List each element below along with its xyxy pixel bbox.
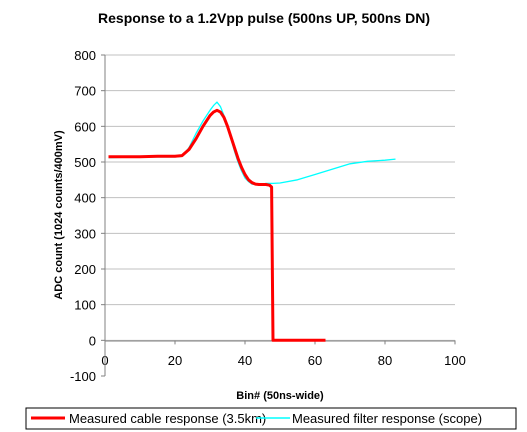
y-tick-label: 400	[74, 191, 96, 206]
x-tick-label: 60	[308, 353, 322, 368]
x-axis-title: Bin# (50ns-wide)	[236, 390, 324, 402]
y-tick-label: 100	[74, 298, 96, 313]
legend-label-cable: Measured cable response (3.5km)	[69, 411, 266, 426]
legend: Measured cable response (3.5km) Measured…	[25, 407, 517, 430]
x-tick-label: 40	[238, 353, 252, 368]
y-tick-label: 700	[74, 84, 96, 99]
y-tick-label: -100	[70, 369, 96, 384]
y-axis-ticks: -100 0 100 200 300 400 500 600 700 800	[70, 48, 105, 384]
chart-title: Response to a 1.2Vpp pulse (500ns UP, 50…	[98, 10, 430, 26]
y-axis-title: ADC count (1024 counts/400mV)	[53, 130, 65, 300]
x-tick-label: 20	[168, 353, 182, 368]
series-line-filter-response	[108, 101, 396, 186]
y-tick-label: 600	[74, 119, 96, 134]
x-tick-label: 100	[444, 353, 466, 368]
y-tick-label: 300	[74, 226, 96, 241]
series-line-cable-response	[108, 108, 326, 342]
y-tick-label: 500	[74, 155, 96, 170]
y-tick-label: 200	[74, 262, 96, 277]
y-tick-label: 800	[74, 48, 96, 63]
x-tick-label: 80	[378, 353, 392, 368]
series-group	[108, 101, 396, 342]
legend-label-filter: Measured filter response (scope)	[292, 411, 482, 426]
y-tick-label: 0	[89, 333, 96, 348]
grid-lines	[105, 54, 455, 341]
